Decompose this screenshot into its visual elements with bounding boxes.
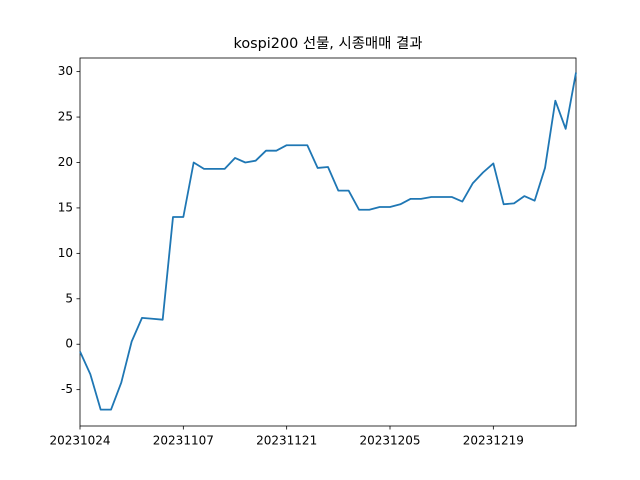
- x-tick-label: 20231205: [359, 434, 420, 448]
- y-tick-label: 30: [58, 64, 73, 78]
- x-tick-label: 20231219: [463, 434, 524, 448]
- x-tick-label: 20231121: [256, 434, 317, 448]
- y-tick-label: 20: [58, 155, 73, 169]
- y-tick-label: 10: [58, 246, 73, 260]
- y-tick-label: 0: [65, 337, 73, 351]
- y-tick-label: 5: [65, 291, 73, 305]
- axes-frame: [79, 57, 577, 427]
- y-tick-label: 15: [58, 200, 73, 214]
- line: [79, 72, 577, 411]
- y-tick-label: -5: [61, 382, 73, 396]
- x-tick-label: 20231107: [153, 434, 214, 448]
- x-tick-label: 20231024: [49, 434, 110, 448]
- y-tick-label: 25: [58, 110, 73, 124]
- chart-title: kospi200 선물, 시종매매 결과: [234, 35, 423, 52]
